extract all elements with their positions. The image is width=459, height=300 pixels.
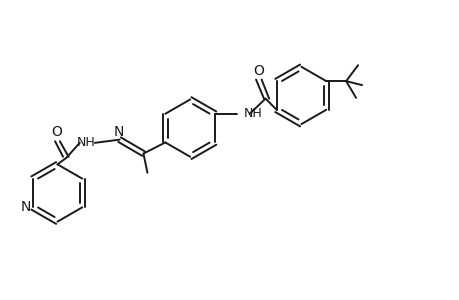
Text: NH: NH <box>77 136 95 149</box>
Text: NH: NH <box>244 107 262 120</box>
Text: N: N <box>113 125 123 140</box>
Text: N: N <box>20 200 31 214</box>
Text: O: O <box>252 64 263 78</box>
Text: O: O <box>51 125 62 139</box>
